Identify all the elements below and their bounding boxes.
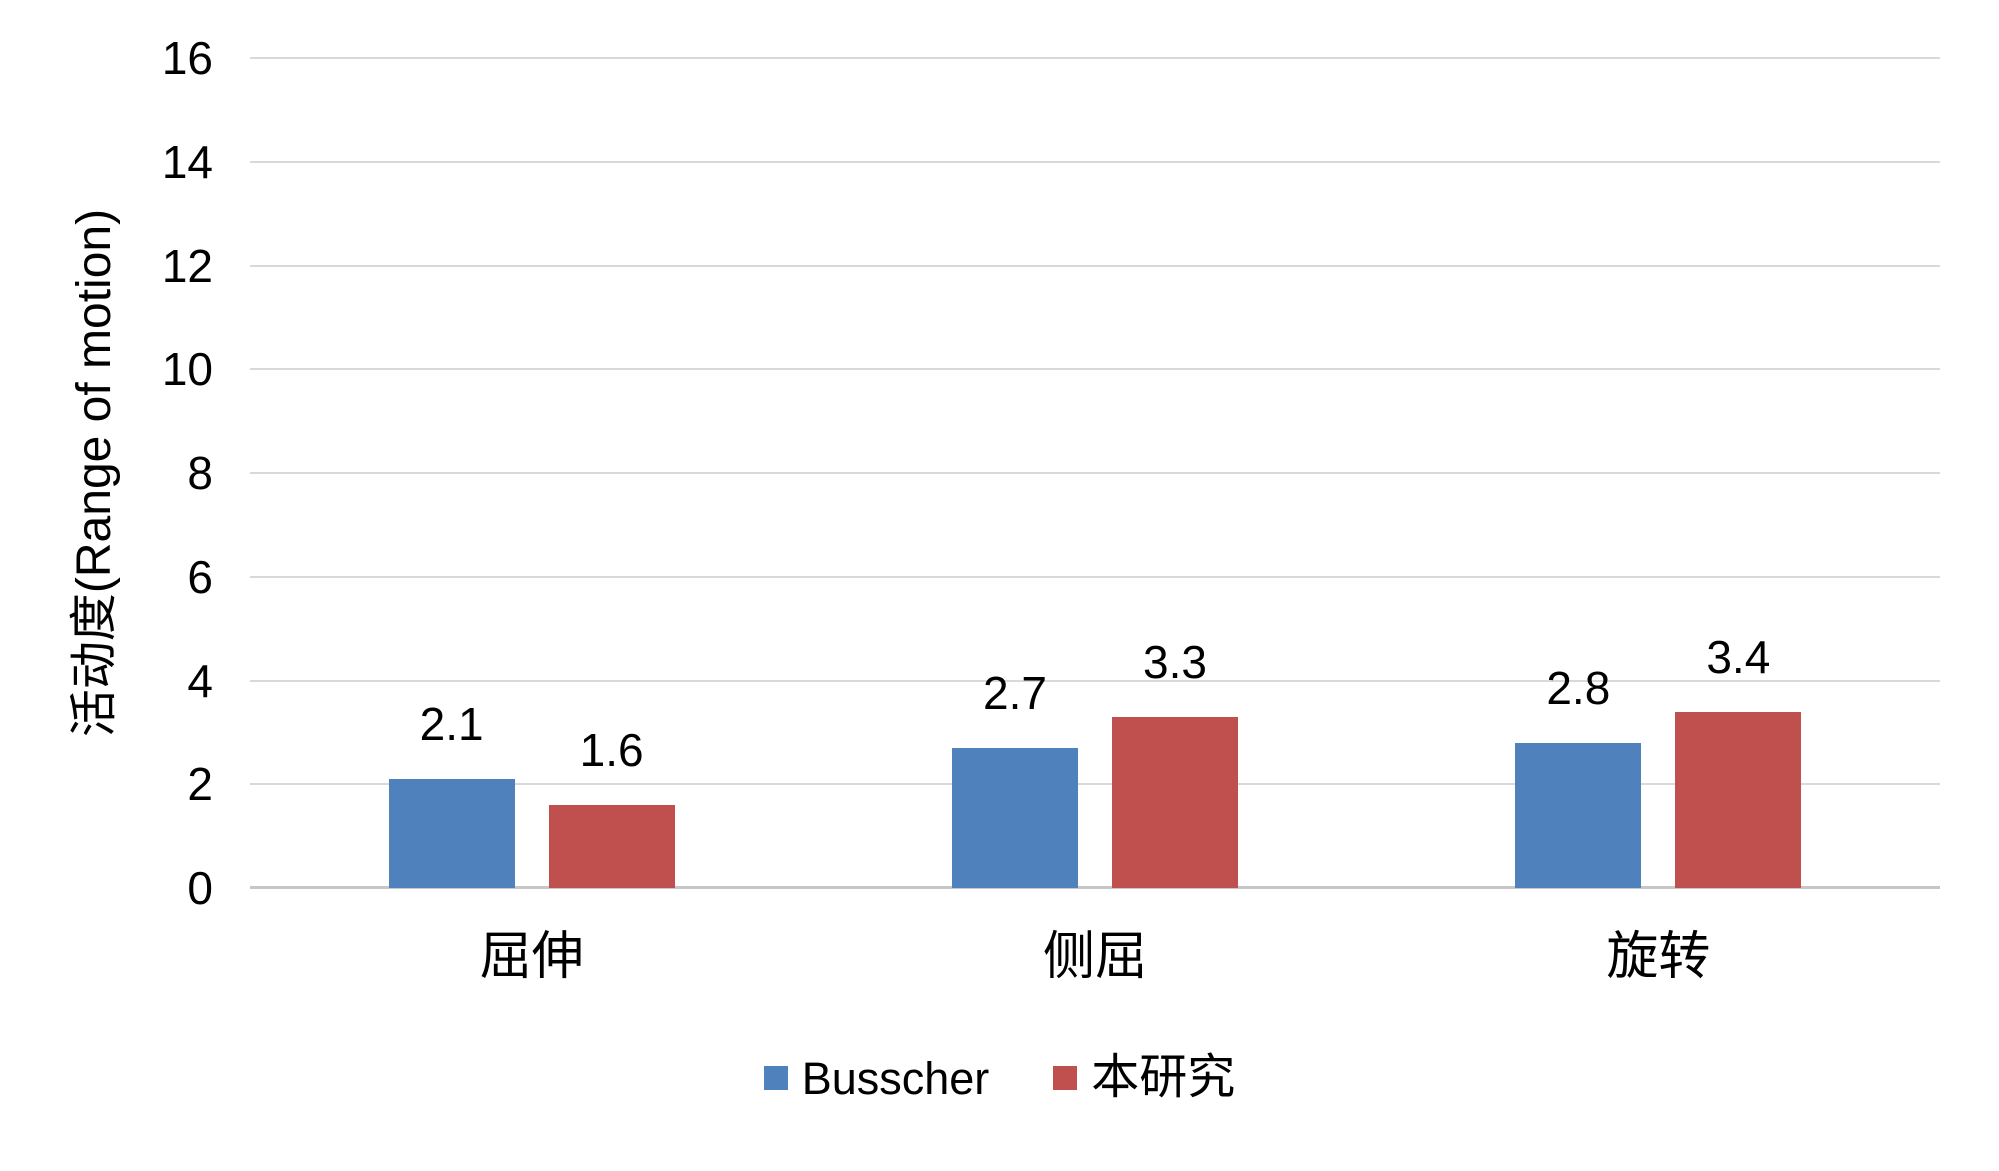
- y-tick-label: 0: [187, 862, 213, 914]
- gridline: [250, 57, 1940, 59]
- y-tick-label: 14: [161, 135, 213, 188]
- y-tick-label: 8: [187, 447, 213, 499]
- y-tick-label: 4: [187, 654, 213, 707]
- plot-area: 2.1 1.6 2.7 3.3 2.8 3.4: [250, 57, 1940, 889]
- y-tick-label: 2: [187, 758, 213, 811]
- y-tick-label: 10: [161, 343, 213, 396]
- gridline: [250, 679, 1940, 682]
- legend-swatch: [1053, 1066, 1078, 1091]
- legend-swatch: [763, 1066, 788, 1091]
- bar-value-label: 2.7: [983, 667, 1047, 719]
- gridline: [250, 264, 1940, 267]
- bar-series-1: [1515, 743, 1642, 888]
- bar-value-label: 3.4: [1706, 631, 1771, 683]
- gridline: [250, 783, 1940, 786]
- legend-label: Busscher: [801, 1052, 990, 1104]
- bar-value-label: 1.6: [579, 724, 644, 776]
- category-label: 屈伸: [479, 929, 584, 986]
- gridline: [250, 575, 1940, 578]
- bar-value-label: 2.1: [419, 698, 484, 750]
- y-tick-label: 16: [161, 32, 213, 84]
- y-tick-label: 12: [161, 239, 213, 292]
- legend-item-busscher: Busscher: [763, 1052, 990, 1104]
- bar-series-2: [1675, 712, 1802, 888]
- bar-series-2: [548, 805, 675, 888]
- gridline: [250, 160, 1940, 163]
- legend-item-benyanjiu: 本研究: [1053, 1051, 1236, 1105]
- bar-series-2: [1112, 717, 1238, 888]
- x-axis-line: [250, 886, 1940, 889]
- y-tick-label: 6: [187, 550, 213, 603]
- category-label: 旋转: [1606, 929, 1711, 986]
- legend-label: 本研究: [1091, 1051, 1236, 1104]
- gridline: [250, 472, 1940, 474]
- bar-value-label: 2.8: [1546, 662, 1611, 714]
- gridline: [250, 368, 1940, 371]
- legend: Busscher 本研究: [0, 1051, 1999, 1105]
- category-label: 侧屈: [1042, 929, 1148, 986]
- bar-series-1: [388, 779, 515, 888]
- bar-series-1: [952, 748, 1078, 888]
- bar-value-label: 3.3: [1143, 636, 1207, 688]
